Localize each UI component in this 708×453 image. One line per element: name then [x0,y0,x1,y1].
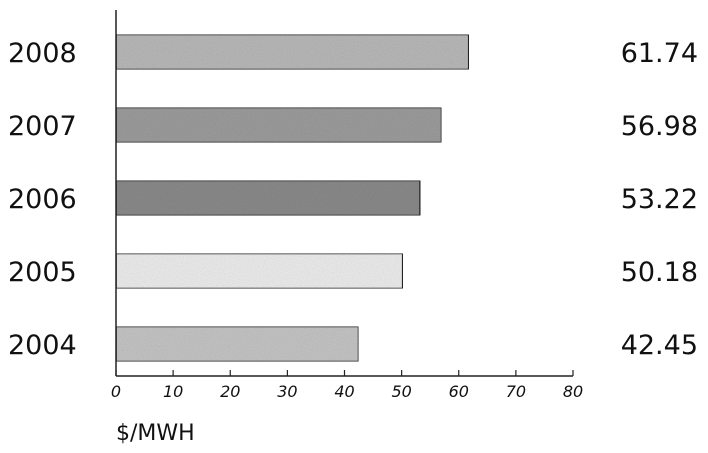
category-label-2008: 2008 [8,38,77,69]
value-label-2008: 61.74 [621,38,698,69]
x-tick-label-0: 0 [111,382,121,401]
category-label-2004: 2004 [8,330,77,361]
labels-group: 2008 61.74 2007 56.98 2006 53.22 2005 50.18 2004… [8,38,698,361]
bar-2008 [115,33,470,71]
category-label-2005: 2005 [8,257,77,288]
bars-group [115,33,470,363]
bar-2006 [115,179,421,217]
bar-2007 [115,106,443,144]
x-tick-label-20: 20 [220,382,240,401]
bar-2004 [115,325,360,363]
value-label-2005: 50.18 [621,257,698,288]
x-axis-title: $/MWH [116,421,195,446]
category-label-2007: 2007 [8,111,77,142]
x-axis: 0 10 20 30 40 50 60 70 80 [111,10,583,401]
x-tick-label-80: 80 [563,382,583,401]
x-tick-label-70: 70 [506,382,526,401]
value-label-2006: 53.22 [621,184,698,215]
category-label-2006: 2006 [8,184,77,215]
value-label-2007: 56.98 [621,111,698,142]
x-tick-label-30: 30 [277,382,297,401]
value-label-2004: 42.45 [621,330,698,361]
bar-2005 [115,252,404,290]
x-tick-label-50: 50 [391,382,411,401]
x-tick-label-40: 40 [334,382,354,401]
x-tick-label-60: 60 [449,382,469,401]
x-tick-label-10: 10 [163,382,183,401]
